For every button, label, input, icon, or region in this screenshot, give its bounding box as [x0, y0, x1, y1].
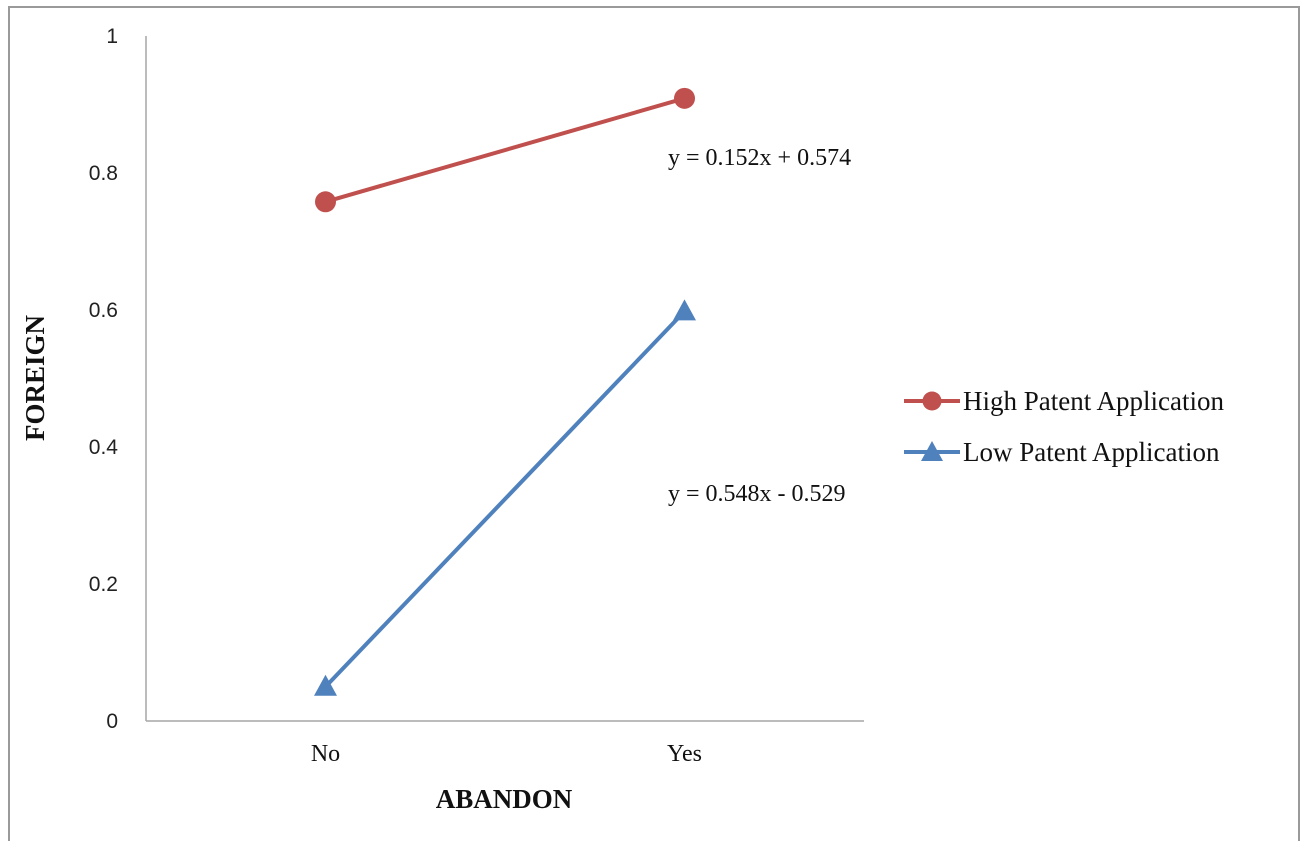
series-line: [324, 309, 686, 689]
series-high: [315, 87, 695, 213]
y-tick-label: 1: [106, 25, 118, 48]
y-tick-label: 0.8: [89, 162, 118, 185]
high-series-equation: y = 0.152x + 0.574: [668, 145, 851, 171]
chart-frame: [8, 6, 1300, 841]
legend-item-high: High Patent Application: [904, 386, 1224, 416]
legend-item-low: Low Patent Application: [904, 437, 1220, 467]
legend-low-marker: [921, 441, 943, 461]
series-low: [314, 299, 696, 696]
x-axis-title: ABANDON: [436, 784, 573, 814]
x-category-label: Yes: [667, 741, 702, 767]
axes: [145, 36, 864, 722]
y-tick-label: 0: [106, 710, 118, 733]
legend-high-label: High Patent Application: [963, 386, 1224, 416]
series-layer: [314, 87, 696, 696]
data-point-triangle: [673, 299, 696, 321]
legend-low-label: Low Patent Application: [963, 437, 1220, 467]
data-point-triangle: [314, 674, 337, 696]
x-category-label: No: [311, 741, 340, 767]
legend-high-marker: [922, 391, 942, 411]
y-tick-label: 0.2: [89, 573, 118, 596]
data-point-circle: [315, 191, 336, 213]
y-tick-label: 0.4: [89, 436, 119, 459]
y-axis-title: FOREIGN: [20, 314, 50, 441]
legend: High Patent Application Low Patent Appli…: [904, 386, 1224, 467]
series-line: [324, 96, 686, 204]
low-series-equation: y = 0.548x - 0.529: [668, 481, 846, 507]
y-tick-label: 0.6: [89, 299, 118, 322]
y-tick-labels: 0 0.2 0.4 0.6 0.8 1: [89, 25, 119, 733]
data-point-circle: [674, 87, 695, 109]
x-category-labels: No Yes: [311, 741, 702, 767]
